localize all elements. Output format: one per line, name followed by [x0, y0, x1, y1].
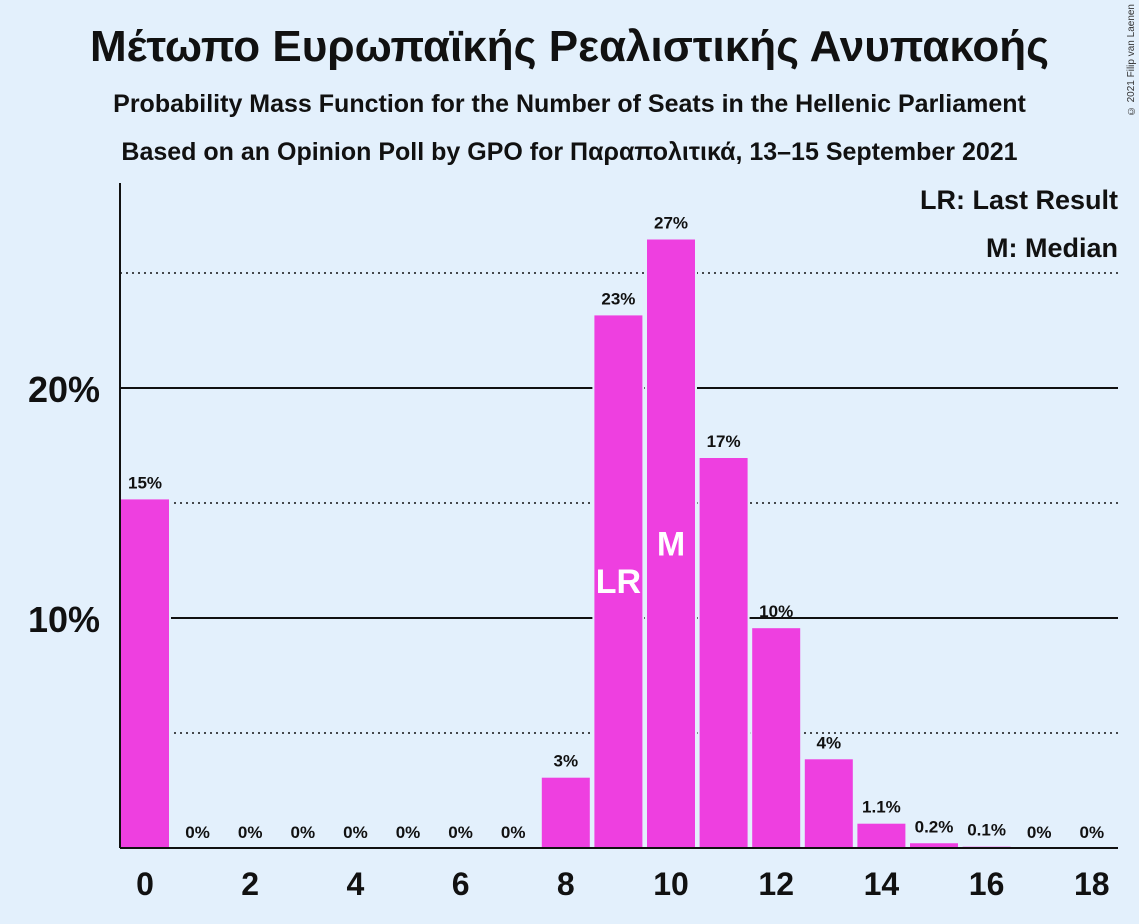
- bar-12: [750, 626, 803, 850]
- value-labels: 15% 0% 0% 0% 0% 0% 0% 0% 3% 23% 27% 17% 10% 4% 1.1% 0.2…: [128, 214, 1104, 843]
- y-tick-labels: 10% 20%: [28, 369, 100, 640]
- y-tick-10: 10%: [28, 599, 100, 640]
- chart-title: Μέτωπο Ευρωπαϊκής Ρεαλιστικής Ανυπακοής: [89, 22, 1050, 71]
- axes: [119, 183, 1118, 849]
- x-tick-10: 10: [653, 866, 689, 902]
- bars: [119, 237, 1013, 850]
- value-label-5: 0%: [396, 823, 421, 842]
- bar-10: [645, 237, 697, 849]
- bar-0: [119, 497, 171, 849]
- value-label-11: 17%: [707, 432, 741, 451]
- bar-13: [802, 757, 855, 849]
- bar-14: [855, 821, 908, 850]
- value-label-0: 15%: [128, 473, 162, 492]
- x-tick-14: 14: [864, 866, 900, 902]
- value-label-3: 0%: [291, 823, 316, 842]
- median-marker: M: [657, 525, 685, 563]
- bar-8: [539, 775, 592, 850]
- last-result-marker: LR: [596, 563, 641, 601]
- value-label-9: 23%: [601, 289, 635, 308]
- value-label-2: 0%: [238, 823, 263, 842]
- x-tick-labels: 0 2 4 6 8 10 12 14 16 18: [136, 866, 1109, 902]
- value-label-4: 0%: [343, 823, 368, 842]
- value-label-16: 0.1%: [967, 821, 1006, 840]
- value-label-8: 3%: [554, 752, 579, 771]
- marker-labels: LR M: [596, 525, 685, 601]
- x-tick-16: 16: [969, 866, 1005, 902]
- x-tick-6: 6: [452, 866, 470, 902]
- x-tick-12: 12: [758, 866, 794, 902]
- value-label-1: 0%: [185, 823, 210, 842]
- x-tick-2: 2: [241, 866, 259, 902]
- value-label-13: 4%: [817, 733, 842, 752]
- x-tick-0: 0: [136, 866, 154, 902]
- legend-median: M: Median: [986, 233, 1118, 263]
- chart-subtitle-method: Probability Mass Function for the Number…: [113, 90, 1026, 118]
- value-label-15: 0.2%: [915, 817, 954, 836]
- x-tick-8: 8: [557, 866, 575, 902]
- value-label-17: 0%: [1027, 823, 1052, 842]
- x-tick-18: 18: [1074, 866, 1110, 902]
- value-label-12: 10%: [759, 602, 793, 621]
- value-label-7: 0%: [501, 823, 526, 842]
- legend-last-result: LR: Last Result: [920, 185, 1118, 215]
- value-label-6: 0%: [448, 823, 473, 842]
- value-label-18: 0%: [1080, 823, 1105, 842]
- bar-11: [697, 456, 750, 849]
- value-label-14: 1.1%: [862, 798, 901, 817]
- chart-subtitle-source: Based on an Opinion Poll by GPO for Παρα…: [121, 138, 1018, 166]
- x-tick-4: 4: [347, 866, 365, 902]
- y-tick-20: 20%: [28, 369, 100, 410]
- value-label-10: 27%: [654, 214, 688, 233]
